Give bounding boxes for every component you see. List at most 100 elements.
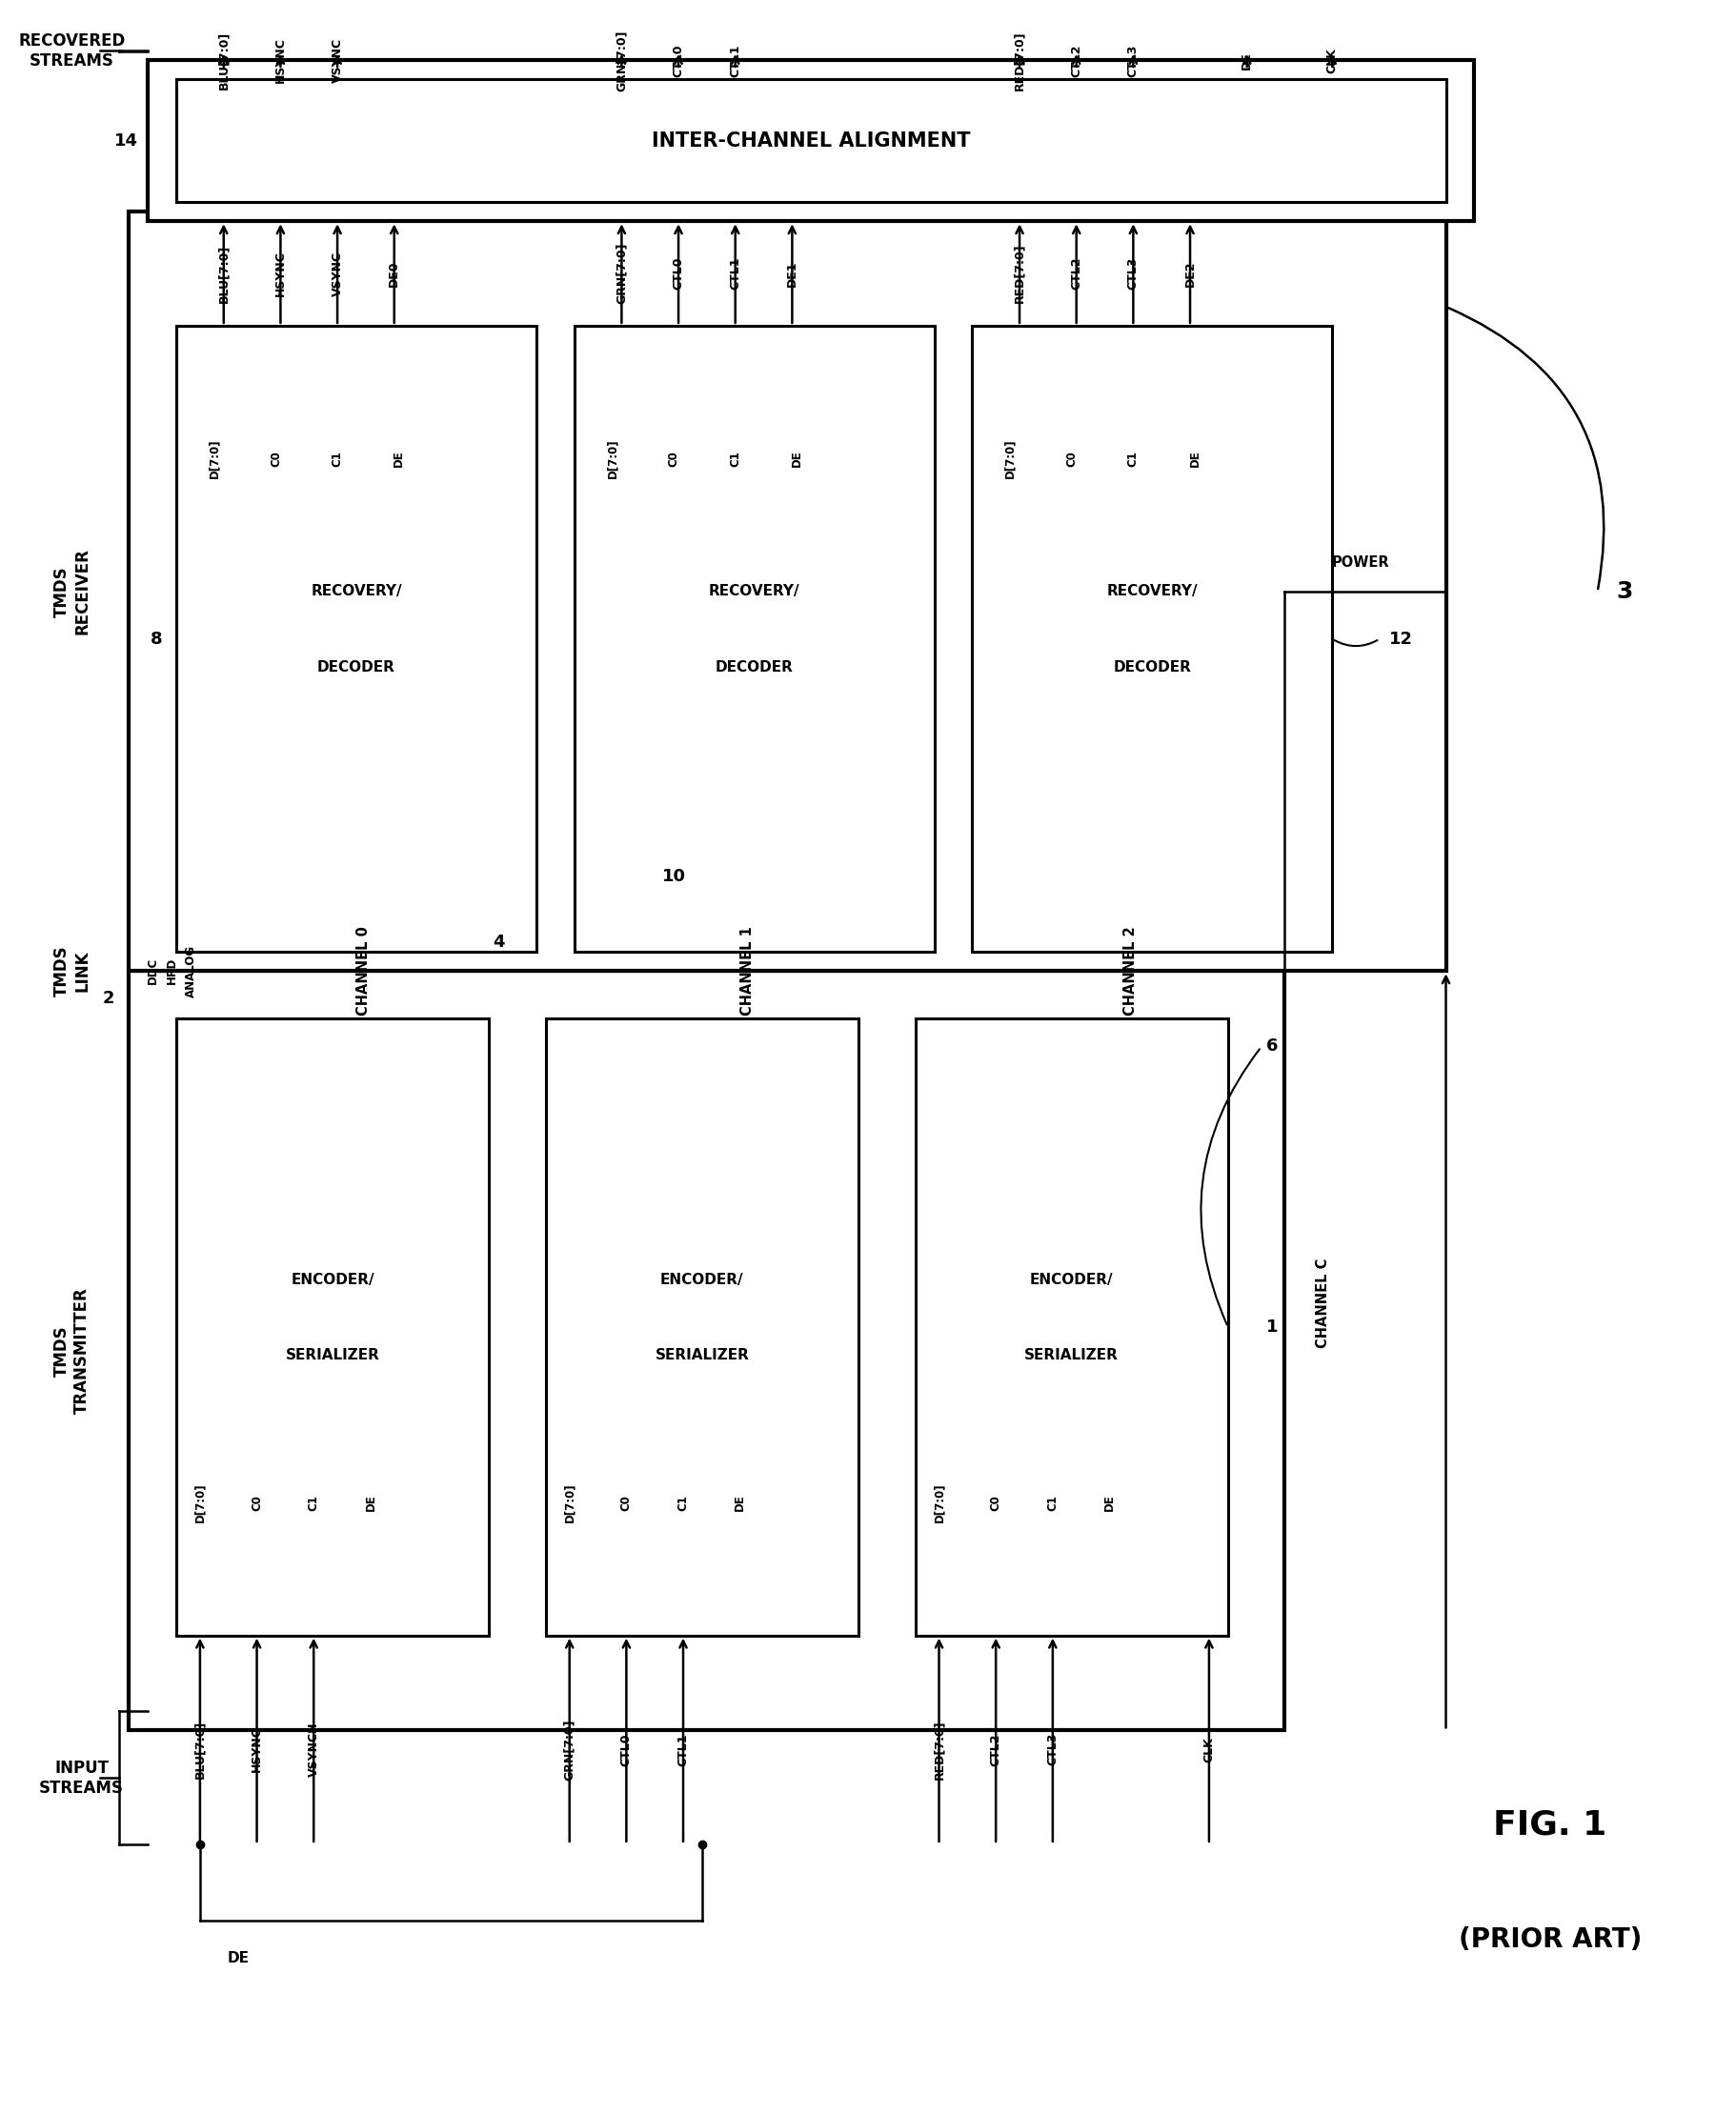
Text: ENCODER/: ENCODER/ xyxy=(660,1273,745,1287)
Text: C0: C0 xyxy=(668,450,681,467)
Text: CTL1: CTL1 xyxy=(729,258,741,290)
Text: CLK: CLK xyxy=(1326,49,1338,74)
FancyBboxPatch shape xyxy=(148,59,1474,222)
Text: CHANNEL 0: CHANNEL 0 xyxy=(356,926,370,1017)
FancyBboxPatch shape xyxy=(915,1019,1227,1636)
Text: DE0: DE0 xyxy=(389,260,401,288)
Text: CTL2: CTL2 xyxy=(1069,258,1083,290)
Text: CTL1: CTL1 xyxy=(677,1733,689,1765)
Text: CTL1: CTL1 xyxy=(729,44,741,76)
Text: SERIALIZER: SERIALIZER xyxy=(285,1349,380,1364)
Text: D[7:0]: D[7:0] xyxy=(208,440,220,478)
Text: DE: DE xyxy=(734,1495,746,1512)
Text: 2: 2 xyxy=(102,989,115,1006)
Text: C0: C0 xyxy=(250,1495,264,1512)
Text: HPD: HPD xyxy=(165,958,177,985)
Text: DECODER: DECODER xyxy=(318,660,396,674)
Text: CTL2: CTL2 xyxy=(990,1733,1002,1765)
Text: SERIALIZER: SERIALIZER xyxy=(1024,1349,1118,1364)
Text: DE: DE xyxy=(392,450,404,467)
Text: DE1: DE1 xyxy=(786,260,799,288)
Text: GRN[7:0]: GRN[7:0] xyxy=(616,30,628,91)
Text: ENCODER/: ENCODER/ xyxy=(292,1273,375,1287)
Text: DE: DE xyxy=(790,450,804,467)
Text: DE: DE xyxy=(1241,51,1253,70)
Text: RED[7:0]: RED[7:0] xyxy=(1014,30,1026,91)
Text: (PRIOR ART): (PRIOR ART) xyxy=(1458,1926,1642,1953)
Text: CTL3: CTL3 xyxy=(1127,258,1139,290)
Text: DDC: DDC xyxy=(146,958,158,985)
Text: C0: C0 xyxy=(620,1495,632,1512)
Text: C1: C1 xyxy=(307,1495,319,1512)
Text: C0: C0 xyxy=(990,1495,1002,1512)
Text: BLU[7:0]: BLU[7:0] xyxy=(217,32,229,89)
FancyBboxPatch shape xyxy=(177,1019,490,1636)
Text: BLU[7:0]: BLU[7:0] xyxy=(194,1721,207,1778)
Text: CLK: CLK xyxy=(1203,1736,1215,1763)
Text: 8: 8 xyxy=(149,630,161,647)
Text: HSYNC: HSYNC xyxy=(274,252,286,296)
Text: CTL0: CTL0 xyxy=(672,44,684,76)
Text: CHANNEL C: CHANNEL C xyxy=(1316,1258,1330,1349)
Text: C1: C1 xyxy=(729,450,741,467)
Text: DE2: DE2 xyxy=(1184,260,1196,288)
Text: BLU[7:0]: BLU[7:0] xyxy=(217,245,229,302)
Text: D[7:0]: D[7:0] xyxy=(606,440,618,478)
Text: VSYNC: VSYNC xyxy=(332,252,344,296)
Text: CTL2: CTL2 xyxy=(1069,44,1083,76)
Text: 10: 10 xyxy=(661,867,686,886)
FancyBboxPatch shape xyxy=(177,326,536,951)
FancyBboxPatch shape xyxy=(128,211,1446,970)
Text: RED[7:0]: RED[7:0] xyxy=(932,1719,944,1780)
Text: 3: 3 xyxy=(1616,579,1634,602)
Text: INPUT
STREAMS: INPUT STREAMS xyxy=(40,1759,123,1797)
Text: POWER: POWER xyxy=(1332,556,1389,571)
Text: VSYNC: VSYNC xyxy=(332,38,344,82)
FancyBboxPatch shape xyxy=(128,970,1285,1731)
Text: C0: C0 xyxy=(269,450,281,467)
FancyBboxPatch shape xyxy=(972,326,1332,951)
Text: DE: DE xyxy=(1104,1495,1116,1512)
FancyBboxPatch shape xyxy=(177,78,1446,203)
Text: TMDS
RECEIVER: TMDS RECEIVER xyxy=(54,548,90,634)
Text: VSYNCH: VSYNCH xyxy=(307,1723,319,1776)
Text: 4: 4 xyxy=(493,934,505,951)
Text: HSYNC: HSYNC xyxy=(250,1727,264,1772)
Text: DECODER: DECODER xyxy=(1113,660,1191,674)
Text: C1: C1 xyxy=(332,450,344,467)
Text: CTL3: CTL3 xyxy=(1047,1733,1059,1765)
Text: 12: 12 xyxy=(1389,630,1413,647)
Text: CHANNEL 1: CHANNEL 1 xyxy=(740,926,753,1017)
FancyBboxPatch shape xyxy=(575,326,934,951)
Text: 14: 14 xyxy=(115,131,139,150)
Text: TMDS
TRANSMITTER: TMDS TRANSMITTER xyxy=(54,1287,90,1414)
Text: TMDS
LINK: TMDS LINK xyxy=(54,945,90,996)
Text: ENCODER/: ENCODER/ xyxy=(1029,1273,1113,1287)
Text: D[7:0]: D[7:0] xyxy=(1003,440,1016,478)
Text: CTL0: CTL0 xyxy=(672,258,684,290)
Text: FIG. 1: FIG. 1 xyxy=(1493,1810,1608,1841)
Text: D[7:0]: D[7:0] xyxy=(932,1482,944,1522)
Text: RECOVERY/: RECOVERY/ xyxy=(1106,583,1198,598)
Text: DE: DE xyxy=(365,1495,377,1512)
Text: CTL0: CTL0 xyxy=(620,1733,632,1765)
Text: DECODER: DECODER xyxy=(715,660,793,674)
Text: GRN[7:0]: GRN[7:0] xyxy=(562,1719,576,1780)
Text: 1: 1 xyxy=(1266,1319,1278,1336)
Text: INTER-CHANNEL ALIGNMENT: INTER-CHANNEL ALIGNMENT xyxy=(651,131,970,150)
Text: C1: C1 xyxy=(1047,1495,1059,1512)
Text: GRN[7:0]: GRN[7:0] xyxy=(616,243,628,304)
Text: RECOVERY/: RECOVERY/ xyxy=(311,583,401,598)
Text: DE: DE xyxy=(227,1951,248,1966)
Text: ANALOG: ANALOG xyxy=(184,945,196,998)
Text: D[7:0]: D[7:0] xyxy=(562,1482,576,1522)
Text: CTL3: CTL3 xyxy=(1127,44,1139,76)
Text: C1: C1 xyxy=(677,1495,689,1512)
Text: 6: 6 xyxy=(1266,1038,1278,1055)
Text: RED[7:0]: RED[7:0] xyxy=(1014,243,1026,302)
Text: C0: C0 xyxy=(1066,450,1078,467)
Text: HSYNC: HSYNC xyxy=(274,38,286,82)
FancyBboxPatch shape xyxy=(545,1019,859,1636)
Text: D[7:0]: D[7:0] xyxy=(194,1482,207,1522)
Text: DE: DE xyxy=(1189,450,1201,467)
